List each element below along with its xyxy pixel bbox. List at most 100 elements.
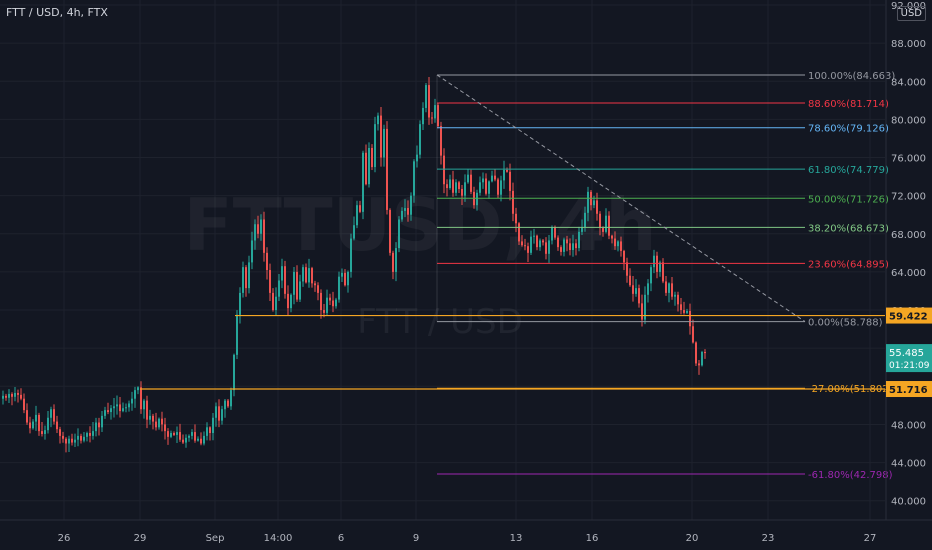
candle-body <box>149 415 151 420</box>
candle-body <box>11 393 13 397</box>
trendline <box>436 74 806 323</box>
price-axis-label: 72.000 <box>891 192 926 203</box>
candle-body <box>74 439 76 443</box>
candle-body <box>680 304 682 311</box>
candle-body <box>497 179 499 195</box>
candle-body <box>239 292 241 315</box>
candle-body <box>56 421 58 430</box>
candle-body <box>272 292 274 311</box>
candle-body <box>167 431 169 437</box>
candle-body <box>440 126 442 156</box>
candle-body <box>197 438 199 441</box>
candle-body <box>659 262 661 272</box>
candle-body <box>503 169 505 181</box>
candle-body <box>533 235 535 237</box>
candle-body <box>107 410 109 413</box>
candle-body <box>395 248 397 272</box>
candle-body <box>563 239 565 252</box>
candle-body <box>116 404 118 407</box>
candle-body <box>470 174 472 192</box>
fib-level-label: 23.60%(64.895) <box>808 259 889 270</box>
candle-body <box>143 400 145 410</box>
price-axis-label: 44.000 <box>891 459 926 470</box>
candle-body <box>47 417 49 431</box>
candle-body <box>602 228 604 232</box>
candle-body <box>557 237 559 248</box>
candle-body <box>218 406 220 421</box>
candle-body <box>296 271 298 300</box>
candle-body <box>161 418 163 425</box>
candle-body <box>275 296 277 311</box>
candle-body <box>98 422 100 428</box>
candle-body <box>227 400 229 407</box>
candle-body <box>449 179 451 189</box>
candle-body <box>488 181 490 194</box>
candle-body <box>212 417 214 434</box>
candle-body <box>71 438 73 443</box>
candles <box>2 77 706 453</box>
symbol-title[interactable]: FTT / USD, 4h, FTX <box>6 6 108 19</box>
candle-body <box>548 240 550 254</box>
fib-level-label: 38.20%(68.673) <box>808 223 889 234</box>
time-axis-label: 6 <box>338 533 344 544</box>
candle-body <box>128 403 130 408</box>
candle-body <box>260 219 262 234</box>
candle-body <box>41 431 43 434</box>
candle-body <box>674 294 676 297</box>
candle-body <box>689 311 691 327</box>
candle-body <box>644 294 646 320</box>
candle-body <box>5 395 7 398</box>
time-axis-label: 23 <box>762 533 775 544</box>
candle-body <box>221 409 223 421</box>
time-axis-label: 9 <box>413 533 419 544</box>
candle-body <box>155 421 157 428</box>
candle-body <box>131 398 133 404</box>
candle-body <box>77 435 79 440</box>
candle-body <box>464 182 466 196</box>
time-axis-label: 27 <box>864 533 877 544</box>
candle-body <box>350 238 352 272</box>
candle-body <box>320 292 322 311</box>
candle-body <box>485 178 487 194</box>
candle-body <box>176 432 178 435</box>
candle-body <box>425 85 427 108</box>
candle-body <box>377 115 379 125</box>
candle-body <box>53 409 55 422</box>
candle-body <box>14 392 16 397</box>
candle-body <box>83 436 85 441</box>
candle-body <box>581 227 583 232</box>
candle-body <box>692 326 694 343</box>
candle-body <box>668 283 670 293</box>
candle-body <box>620 241 622 251</box>
candle-body <box>401 210 403 220</box>
fib-level-label: 61.80%(74.779) <box>808 165 889 176</box>
candle-body <box>278 280 280 297</box>
time-axis-label: 29 <box>134 533 147 544</box>
candle-body <box>326 297 328 313</box>
candle-body <box>617 241 619 247</box>
candle-body <box>101 415 103 428</box>
candle-body <box>293 271 295 295</box>
candle-body <box>158 418 160 428</box>
candle-body <box>560 247 562 252</box>
candle-body <box>311 268 313 284</box>
price-axis-label: 84.000 <box>891 77 926 88</box>
candle-body <box>392 252 394 272</box>
candle-body <box>344 272 346 286</box>
candle-body <box>512 190 514 214</box>
candle-body <box>353 225 355 239</box>
candle-body <box>605 215 607 232</box>
candle-body <box>632 285 634 294</box>
candle-body <box>578 231 580 249</box>
candle-body <box>203 435 205 444</box>
candle-body <box>23 398 25 411</box>
candle-body <box>452 179 454 193</box>
candle-body <box>647 283 649 295</box>
candle-body <box>65 438 67 444</box>
currency-button[interactable]: USD <box>896 6 926 21</box>
candle-body <box>587 191 589 213</box>
candle-body <box>386 128 388 210</box>
candle-body <box>251 240 253 263</box>
